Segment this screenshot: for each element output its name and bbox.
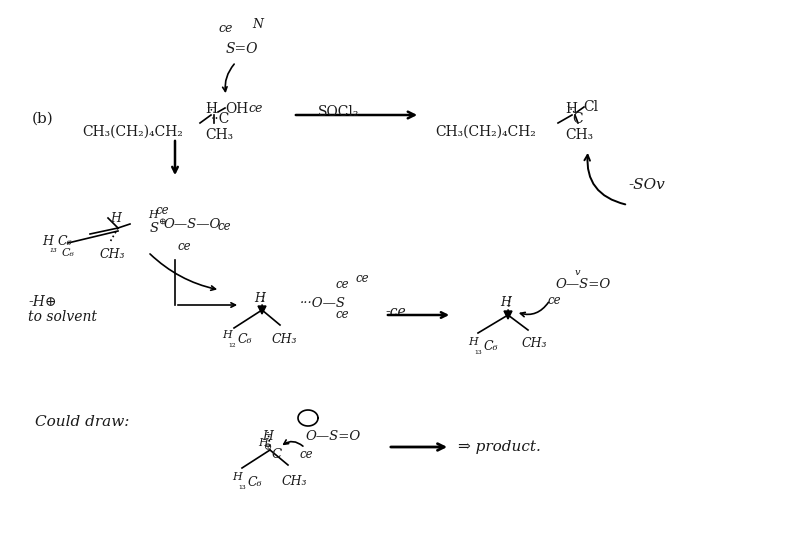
Text: ce: ce: [335, 278, 348, 291]
Text: H: H: [262, 430, 273, 443]
Text: H: H: [254, 292, 265, 305]
Text: H: H: [500, 296, 511, 309]
Text: H: H: [565, 102, 577, 116]
Text: ₁₃: ₁₃: [50, 245, 58, 254]
Text: to solvent: to solvent: [28, 310, 97, 324]
Text: ₁₃: ₁₃: [474, 347, 482, 356]
Text: C₆: C₆: [58, 235, 73, 248]
Text: H: H: [205, 102, 217, 116]
Text: ₁₃: ₁₃: [238, 482, 246, 491]
Text: CH₃(CH₂)₄CH₂: CH₃(CH₂)₄CH₂: [435, 125, 536, 139]
Text: C₆: C₆: [238, 333, 253, 346]
Text: O—S=O: O—S=O: [555, 278, 610, 291]
Text: ce: ce: [218, 220, 231, 233]
Text: C₆: C₆: [62, 248, 75, 258]
Text: C₆: C₆: [248, 476, 262, 489]
Text: OH: OH: [225, 102, 248, 116]
Text: CH₃: CH₃: [282, 475, 307, 488]
Text: O—S=O: O—S=O: [305, 430, 360, 443]
Text: ce: ce: [178, 240, 192, 253]
Text: CH₃: CH₃: [272, 333, 298, 346]
Text: ···O—S: ···O—S: [300, 297, 346, 310]
Text: v: v: [575, 268, 581, 277]
Text: ce: ce: [155, 204, 168, 217]
Text: S=O: S=O: [226, 42, 258, 56]
Text: ce: ce: [355, 272, 369, 285]
Text: ⇒ product.: ⇒ product.: [458, 440, 541, 454]
Text: H: H: [468, 337, 478, 347]
Text: C₆: C₆: [484, 340, 498, 353]
Text: ce: ce: [335, 308, 348, 321]
Text: H: H: [42, 235, 53, 248]
Text: H: H: [232, 472, 242, 482]
Text: H: H: [148, 210, 158, 220]
Text: H: H: [110, 212, 121, 225]
Text: H: H: [258, 438, 268, 448]
Text: C: C: [572, 112, 583, 126]
Text: Could draw:: Could draw:: [35, 415, 130, 429]
Text: CH₃: CH₃: [522, 337, 547, 350]
Text: ce: ce: [218, 22, 232, 35]
Polygon shape: [504, 311, 512, 319]
Text: C: C: [271, 448, 281, 461]
Text: SOCl₂: SOCl₂: [318, 105, 359, 119]
Text: ₁₂: ₁₂: [228, 340, 235, 349]
Text: Cl: Cl: [583, 100, 598, 114]
Text: O—S—O: O—S—O: [163, 218, 220, 231]
Text: ce: ce: [300, 448, 314, 461]
Text: CH₃: CH₃: [565, 128, 593, 142]
Text: ⊕: ⊕: [264, 443, 272, 452]
Polygon shape: [258, 306, 266, 314]
Text: N: N: [252, 18, 263, 31]
Text: -SOv: -SOv: [628, 178, 664, 192]
Text: -ce: -ce: [385, 305, 406, 319]
Text: CH₃: CH₃: [205, 128, 233, 142]
Text: (b): (b): [32, 112, 54, 126]
Text: S: S: [150, 222, 159, 235]
Text: ce: ce: [548, 294, 562, 307]
Text: CH₃: CH₃: [100, 248, 126, 261]
Text: ⊕: ⊕: [158, 217, 165, 226]
Text: ··C: ··C: [211, 112, 231, 126]
Text: CH₃(CH₂)₄CH₂: CH₃(CH₂)₄CH₂: [82, 125, 182, 139]
Text: -H⊕: -H⊕: [28, 295, 57, 309]
Text: ce: ce: [248, 102, 262, 115]
Text: H: H: [222, 330, 231, 340]
